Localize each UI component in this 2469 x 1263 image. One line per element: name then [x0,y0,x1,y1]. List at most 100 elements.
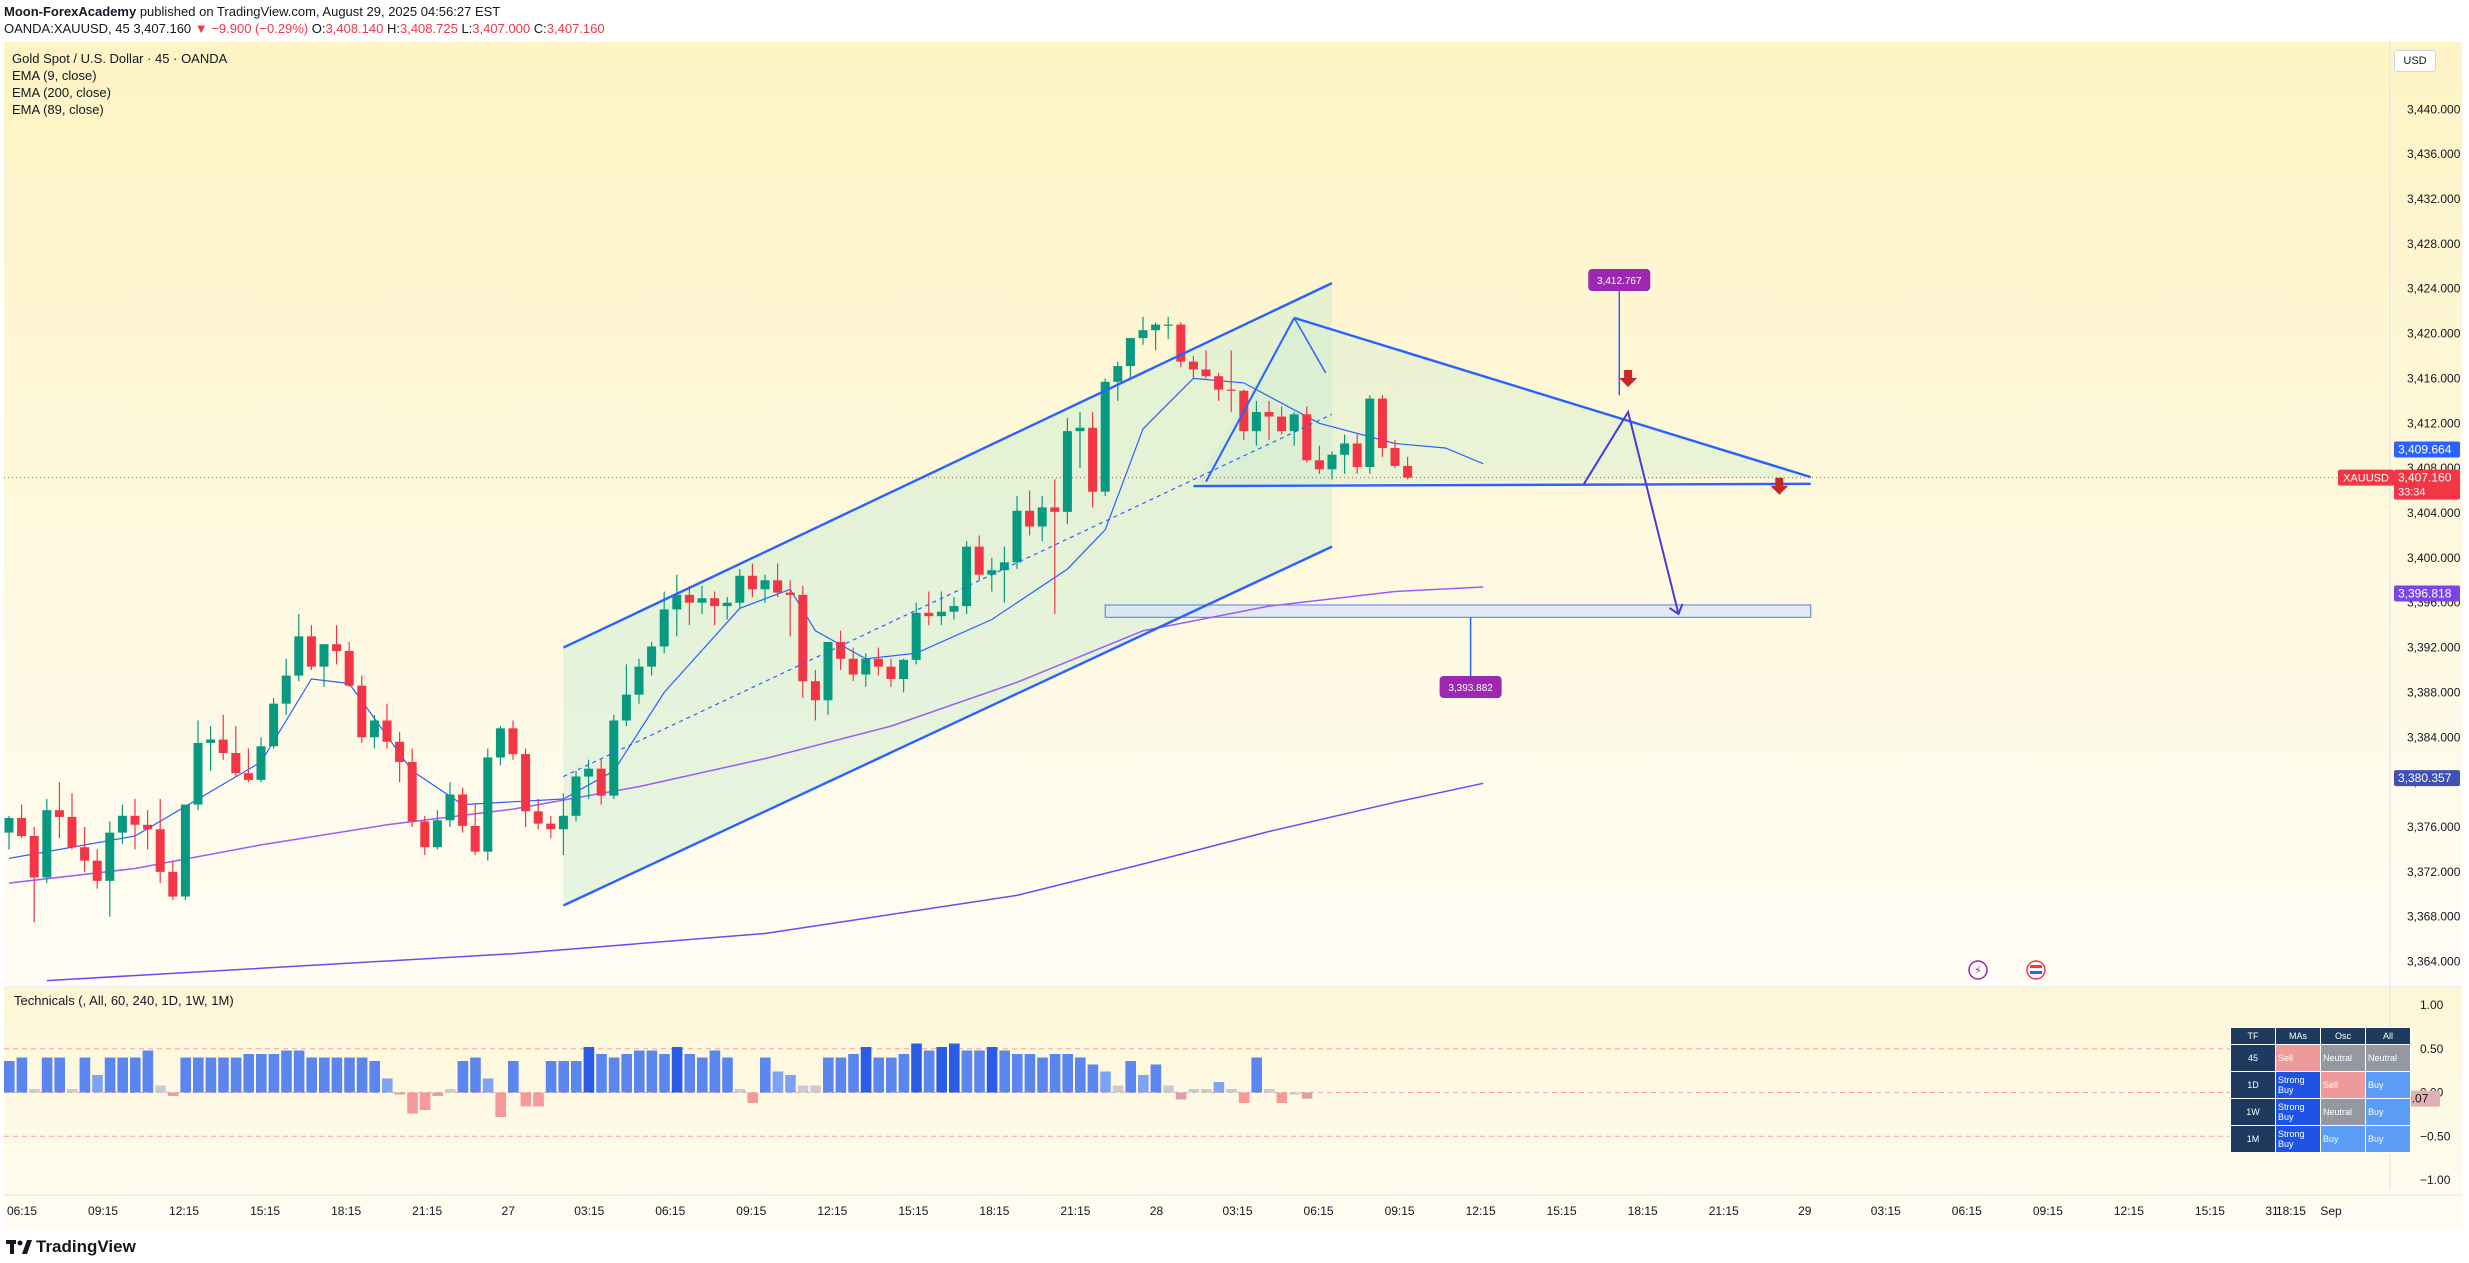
candle-body [306,636,316,667]
technicals-bar [886,1057,897,1093]
technicals-bar [1100,1071,1111,1093]
candle-body [1352,443,1362,468]
technicals-bar [155,1085,166,1093]
annotation-text: 3,393.882 [1448,683,1493,694]
candle-body [521,754,531,812]
technicals-bar [1125,1061,1136,1093]
candle [29,827,39,923]
candle [1113,361,1123,401]
technicals-bar [1251,1057,1262,1093]
publisher-name[interactable]: Moon-ForexAcademy [4,4,137,19]
price-tag-text: 3,407.160 [2398,471,2452,485]
x-axis-tick: 29 [1798,1204,1812,1218]
y-axis-tick: 3,436.000 [2407,147,2461,161]
y-axis-tick: 3,416.000 [2407,371,2461,385]
technicals-bar [923,1050,935,1093]
candle-body [1403,465,1413,478]
y-axis-tick: 3,392.000 [2407,641,2461,655]
candle-body [29,835,39,878]
technicals-bar [1037,1057,1048,1093]
candle-body [684,594,694,603]
x-axis-tick: 09:15 [88,1204,118,1218]
candle-body [54,810,64,817]
candle [243,748,253,783]
legend-ema9[interactable]: EMA (9, close) [12,68,97,83]
low-label: L: [461,21,473,36]
symbol-line[interactable]: OANDA:XAUUSD, 45 [4,21,130,36]
technicals-bar [92,1075,103,1093]
candle-body [80,847,90,861]
candle [382,703,392,749]
table-cell-all: Buy [2365,1098,2411,1126]
x-axis-tick: 27 [502,1204,516,1218]
legend-ema200[interactable]: EMA (200, close) [12,85,111,100]
x-axis-tick: 06:15 [1304,1204,1334,1218]
technicals-bar [369,1061,380,1093]
candle [180,804,190,900]
technicals-bar [230,1057,242,1093]
candle [974,535,984,581]
channel-upper-line [562,282,1333,649]
chart-canvas[interactable]: 3,440.000 3,436.000 3,432.000 3,428.000 3,42… [0,40,2469,1229]
legend-ema89[interactable]: EMA (89, close) [12,102,104,117]
candle-body [281,675,291,704]
technicals-bar [747,1092,758,1103]
us-flag-stripe [2030,965,2042,968]
technicals-indicator-label[interactable]: Technicals (, All, 60, 240, 1D, 1W, 1M) [14,993,234,1008]
table-row: 1W Strong Buy Neutral Buy [2230,1098,2411,1126]
technicals-bar [445,1089,456,1093]
y-axis-tick: 3,388.000 [2407,685,2461,699]
candle-body [747,575,757,590]
candle [911,602,921,665]
technicals-bar [1264,1089,1275,1093]
tradingview-logo[interactable]: TradingView [6,1237,136,1257]
technicals-bar [583,1047,595,1093]
candle-body [42,810,52,878]
candle-body [105,832,115,881]
tradingview-logo-icon [6,1240,32,1254]
support-zone [1104,604,1812,618]
candle-body [1390,447,1400,466]
technicals-bar [558,1061,569,1093]
chart-header: Moon-ForexAcademy published on TradingVi… [0,0,2469,40]
technicals-bar [16,1057,28,1093]
candle [67,793,77,850]
candle-body [332,644,342,651]
high-label: H: [386,21,400,36]
candle-body [1264,412,1274,417]
candle [445,782,455,827]
technicals-bar [218,1057,229,1093]
us-flag-stripe [2030,971,2042,974]
brand-name: TradingView [36,1237,136,1256]
candle-body [1163,324,1173,326]
annotation-box [1439,676,1502,698]
technicals-bar [961,1050,973,1093]
y-axis-tick: 3,428.000 [2407,237,2461,251]
currency-button[interactable]: USD [2394,50,2436,72]
candle [584,759,594,799]
candle [1226,350,1236,413]
candle-body [458,794,468,826]
candle [760,574,770,603]
publisher-line: Moon-ForexAcademy published on TradingVi… [4,4,500,19]
candle [773,563,783,598]
candle-body [1201,369,1211,377]
candle [105,821,115,917]
legend-title[interactable]: Gold Spot / U.S. Dollar · 45 · OANDA [12,51,228,66]
symbol-tag-text: XAUUSD [2343,473,2389,485]
candle [1037,496,1047,542]
technicals-bar [608,1057,620,1093]
technicals-bar [1201,1089,1212,1093]
candle-body [936,611,946,617]
candle [395,731,405,783]
technicals-bar [1024,1054,1036,1093]
x-axis-tick: 28 [1150,1204,1164,1218]
sell-arrow-icon [1619,370,1638,388]
candle [886,658,896,687]
channel-mid-line [563,413,1333,778]
candle-body [1037,507,1047,527]
x-axis-tick: 15:15 [898,1204,928,1218]
us-flag-icon [2026,960,2046,980]
candle-body [962,546,972,607]
y-axis-tick: 3,404.000 [2407,506,2461,520]
